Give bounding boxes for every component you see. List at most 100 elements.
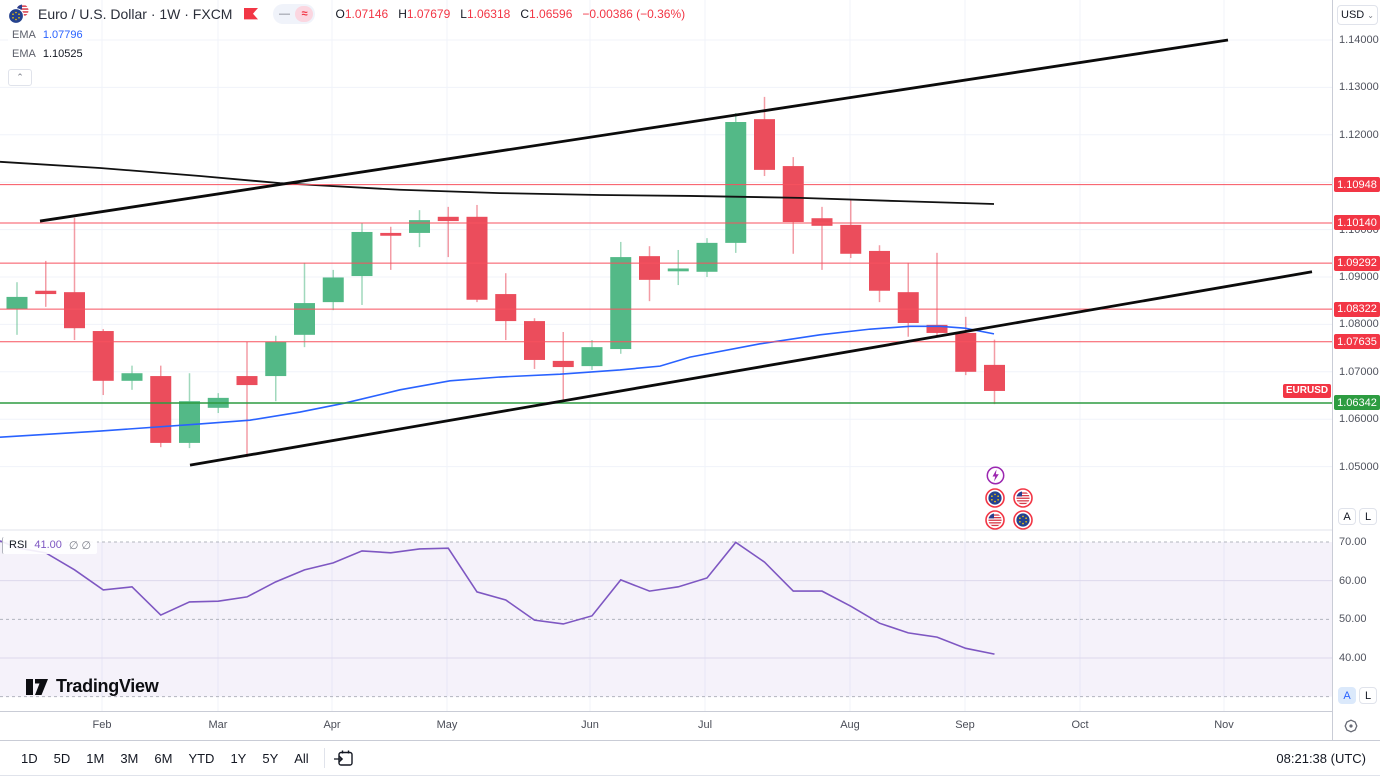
open-value: 1.07146 xyxy=(344,7,389,21)
candle-body xyxy=(926,324,948,333)
ema-slow-line xyxy=(0,160,995,205)
candle-body xyxy=(610,257,632,350)
candle-body xyxy=(639,256,660,280)
indicator-toggle-pill[interactable]: — ≈ xyxy=(273,4,316,24)
eu-flag-icon[interactable] xyxy=(985,488,1005,513)
currency-label: USD xyxy=(1341,9,1365,21)
candle-body xyxy=(64,292,85,329)
price-tick: 1.14000 xyxy=(1339,34,1379,46)
auto-scale-button[interactable]: A xyxy=(1338,508,1356,525)
ema-fast-label: EMA xyxy=(12,29,36,41)
ema-fast-line xyxy=(0,325,995,439)
candle-body xyxy=(380,232,402,236)
clock-utc[interactable]: 08:21:38 (UTC) xyxy=(1276,750,1366,766)
month-label: Sep xyxy=(955,719,975,731)
level-badge: 1.10140 xyxy=(1334,215,1380,231)
rsi-tick: 70.00 xyxy=(1339,536,1367,548)
symbol-price-badge: EURUSD xyxy=(1283,383,1331,398)
candle-body xyxy=(236,376,258,386)
range-button-5y[interactable]: 5Y xyxy=(262,750,279,766)
rsi-legend[interactable]: RSI 41.00 ∅ ∅ xyxy=(2,537,98,554)
rsi-pane-scale-buttons: A L xyxy=(1338,687,1377,704)
ema-lines xyxy=(0,160,995,439)
level-badge: 1.07635 xyxy=(1334,334,1380,350)
price-tick: 1.06000 xyxy=(1339,413,1379,426)
tradingview-glyph-icon xyxy=(26,678,48,695)
time-axis[interactable]: Feb Mar Apr May Jun Jul Aug Sep Oct Nov xyxy=(0,711,1332,740)
tradingview-wordmark: TradingView xyxy=(56,676,159,696)
collapse-legend-button[interactable]: ⌃ xyxy=(8,69,32,86)
ema-slow-legend[interactable]: EMA 1.10525 xyxy=(8,47,87,61)
us-flag-icon[interactable] xyxy=(1013,488,1033,513)
rsi-tick: 50.00 xyxy=(1339,613,1367,626)
candle-body xyxy=(897,292,919,323)
auto-scale-button[interactable]: A xyxy=(1338,687,1356,704)
candle-body xyxy=(552,360,574,368)
axis-settings-icon[interactable] xyxy=(1343,718,1359,739)
range-button-1m[interactable]: 1M xyxy=(86,750,105,766)
price-rsi-chart xyxy=(0,0,1332,711)
us-flag-icon[interactable] xyxy=(985,510,1005,535)
range-button-1y[interactable]: 1Y xyxy=(230,750,247,766)
log-scale-button[interactable]: L xyxy=(1359,508,1377,525)
high-label: H xyxy=(398,7,407,21)
open-label: O xyxy=(335,7,345,21)
rsi-pane xyxy=(0,529,1332,698)
trendline xyxy=(39,38,1229,223)
eu-flag-icon[interactable] xyxy=(1013,510,1033,535)
wave-toggle-icon[interactable]: ≈ xyxy=(295,6,314,22)
range-button-1d[interactable]: 1D xyxy=(21,750,38,766)
candle-body xyxy=(782,166,804,223)
candle-body xyxy=(495,294,517,322)
ohlc-readout: O1.07146 H1.07679 L1.06318 C1.06596 −0.0… xyxy=(335,7,685,21)
price-tick: 1.09000 xyxy=(1339,271,1379,283)
date-range-buttons: 1D 5D 1M 3M 6M YTD 1Y 5Y All xyxy=(14,747,316,770)
candle-body xyxy=(437,216,459,222)
candle-body xyxy=(955,332,977,372)
month-label: Jul xyxy=(697,719,713,731)
go-to-date-button[interactable] xyxy=(333,748,355,768)
price-tick: 1.12000 xyxy=(1339,128,1379,141)
currency-selector[interactable]: USD ⌄ xyxy=(1337,5,1378,25)
symbol-title[interactable]: Euro / U.S. Dollar · 1W · FXCM xyxy=(38,6,233,22)
chart-canvas[interactable]: Euro / U.S. Dollar · 1W · FXCM — ≈ O1.07… xyxy=(0,0,1332,711)
main-pane-scale-buttons: A L xyxy=(1338,508,1377,525)
candle-body xyxy=(322,277,344,303)
range-button-3m[interactable]: 3M xyxy=(120,750,139,766)
high-value: 1.07679 xyxy=(406,7,451,21)
level-badge: 1.10948 xyxy=(1334,177,1380,193)
tradingview-logo[interactable]: TradingView xyxy=(26,676,159,697)
candle-body xyxy=(754,119,775,170)
candle-body xyxy=(179,401,200,443)
lightning-icon[interactable] xyxy=(986,466,1005,490)
eurusd-pair-icon xyxy=(8,4,29,24)
level-badge: 1.09292 xyxy=(1334,255,1380,271)
candle-body xyxy=(696,242,718,272)
candle-body xyxy=(984,364,1005,391)
month-label: Oct xyxy=(1071,719,1089,731)
ema-fast-legend[interactable]: EMA 1.07796 xyxy=(8,28,87,42)
range-button-ytd[interactable]: YTD xyxy=(188,750,215,766)
bottom-toolbar: 1D 5D 1M 3M 6M YTD 1Y 5Y All 08:21:38 (UTC) xyxy=(0,740,1380,776)
level-badge: 1.06342 xyxy=(1334,395,1380,411)
chevron-down-icon: ⌄ xyxy=(1367,10,1374,20)
range-button-6m[interactable]: 6M xyxy=(154,750,173,766)
change-value: −0.00386 (−0.36%) xyxy=(582,7,686,21)
rsi-empty-values: ∅ ∅ xyxy=(68,540,92,552)
month-label: Feb xyxy=(92,719,112,731)
flag-icon[interactable] xyxy=(244,8,259,20)
range-button-5d[interactable]: 5D xyxy=(53,750,71,766)
month-label: Aug xyxy=(840,719,860,731)
ema-slow-label: EMA xyxy=(12,48,36,60)
candle-body xyxy=(869,250,890,291)
log-scale-button[interactable]: L xyxy=(1359,687,1377,704)
price-axis[interactable]: USD ⌄ 1.140001.130001.120001.100001.0900… xyxy=(1283,0,1380,740)
level-badge: 1.08322 xyxy=(1334,301,1380,317)
chevron-up-icon: ⌃ xyxy=(16,72,24,82)
ema-slow-value: 1.10525 xyxy=(42,48,83,60)
candle-body xyxy=(840,224,862,254)
candles-layer xyxy=(6,96,1005,458)
dash-toggle-icon[interactable]: — xyxy=(278,8,290,20)
range-button-all[interactable]: All xyxy=(294,750,309,766)
rsi-line-layer xyxy=(0,540,995,655)
